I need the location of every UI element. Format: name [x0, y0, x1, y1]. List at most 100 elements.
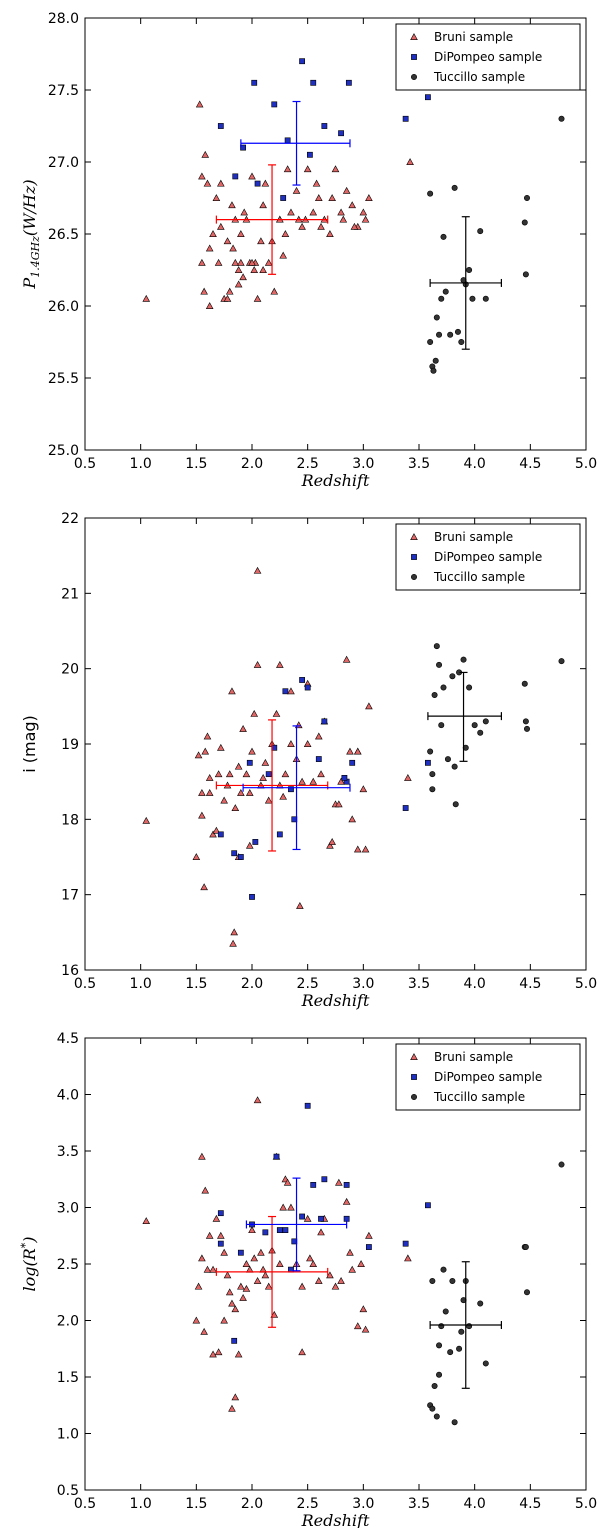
data-point — [521, 680, 528, 687]
x-tick-label: 1.0 — [130, 1496, 152, 1512]
x-tick-label: 0.5 — [74, 1496, 96, 1512]
data-point — [240, 208, 249, 216]
x-tick-label: 2.5 — [297, 976, 319, 992]
data-point — [276, 831, 283, 838]
data-point — [212, 194, 221, 201]
errorbar-tuccillo — [427, 671, 502, 762]
data-point — [242, 1260, 251, 1267]
data-point — [261, 179, 270, 187]
data-point — [335, 1178, 343, 1186]
data-point — [201, 1186, 210, 1194]
x-tick-label: 4.5 — [519, 456, 541, 472]
data-point — [359, 208, 368, 216]
data-point — [449, 673, 456, 680]
data-point — [264, 1282, 273, 1290]
data-point — [223, 237, 232, 245]
data-point — [205, 1231, 214, 1239]
errorbar-bruni — [215, 1215, 329, 1328]
data-point — [314, 732, 323, 740]
x-tick-label: 3.5 — [408, 976, 430, 992]
data-point — [284, 137, 291, 144]
data-point — [281, 770, 290, 778]
y-tick-label: 4.5 — [57, 1031, 79, 1047]
data-point — [442, 1308, 449, 1315]
data-point — [337, 777, 345, 785]
data-point — [342, 1197, 351, 1205]
x-tick-label: 3.0 — [352, 456, 374, 472]
data-point — [292, 186, 301, 194]
data-point — [194, 751, 203, 759]
data-point — [254, 180, 261, 187]
data-point — [279, 1203, 287, 1211]
y-tick-label: 18 — [61, 812, 79, 828]
data-point — [253, 660, 262, 668]
data-point — [230, 928, 238, 936]
data-point — [337, 1277, 345, 1284]
data-point — [431, 692, 438, 699]
x-axis-label: Redshift — [301, 991, 370, 1010]
data-point — [317, 222, 325, 230]
data-point — [298, 222, 306, 230]
data-point — [282, 1227, 289, 1233]
y-tick-label: 27.5 — [48, 83, 79, 99]
data-point — [209, 1350, 217, 1358]
chart-panel-power: 0.5 1.0 1.5 2.0 2.5 3.0 3.5 4.0 4.5 5.0 25.0 25.5 26… — [20, 11, 597, 490]
data-point — [328, 838, 336, 845]
data-point — [523, 195, 530, 202]
data-point — [287, 208, 295, 216]
data-point — [477, 228, 484, 235]
data-point — [142, 816, 151, 824]
data-point — [200, 883, 208, 891]
data-point — [217, 743, 225, 751]
data-point — [250, 1254, 259, 1262]
data-point — [306, 151, 313, 158]
x-tick-label: 1.0 — [130, 456, 152, 472]
data-point — [321, 1176, 328, 1183]
data-point — [220, 796, 228, 804]
data-point — [298, 1282, 306, 1290]
data-point — [220, 1248, 228, 1256]
data-point — [425, 759, 431, 766]
data-point — [318, 1215, 324, 1222]
data-point — [248, 258, 256, 266]
data-point — [259, 266, 267, 273]
data-point — [234, 266, 243, 273]
data-point — [248, 747, 256, 755]
y-tick-label: 2.0 — [57, 1314, 79, 1330]
data-point — [440, 684, 447, 691]
x-tick-label: 5.0 — [575, 976, 597, 992]
x-tick-label: 2.0 — [241, 1496, 263, 1512]
data-point — [431, 1383, 438, 1390]
errorbar-bruni — [215, 719, 329, 852]
data-point — [429, 1405, 436, 1412]
y-tick-label: 2.5 — [57, 1257, 79, 1273]
data-point — [283, 165, 292, 173]
data-point — [231, 1393, 240, 1401]
series-bruni — [142, 566, 412, 947]
data-point — [231, 258, 240, 266]
data-point — [228, 201, 236, 209]
data-point — [406, 158, 414, 165]
series-dipompeo — [217, 677, 431, 900]
data-point — [198, 789, 206, 796]
data-point — [237, 258, 245, 266]
data-point — [317, 770, 325, 778]
data-point — [321, 123, 328, 129]
legend-marker — [411, 1074, 417, 1080]
data-point — [451, 184, 458, 191]
data-point — [310, 1182, 317, 1188]
data-point — [314, 1277, 323, 1284]
data-point — [404, 1254, 412, 1262]
data-point — [425, 94, 431, 101]
data-point — [237, 789, 245, 796]
data-point — [279, 792, 287, 800]
data-point — [280, 195, 287, 201]
legend: Bruni sample DiPompeo sample Tuccillo samp… — [395, 23, 581, 91]
data-point — [259, 773, 267, 781]
x-tick-label: 3.5 — [408, 456, 430, 472]
data-point — [253, 294, 262, 302]
legend-marker — [410, 1053, 418, 1060]
y-tick-label: 1.5 — [57, 1370, 79, 1386]
data-point — [234, 1350, 243, 1358]
data-point — [237, 854, 244, 860]
